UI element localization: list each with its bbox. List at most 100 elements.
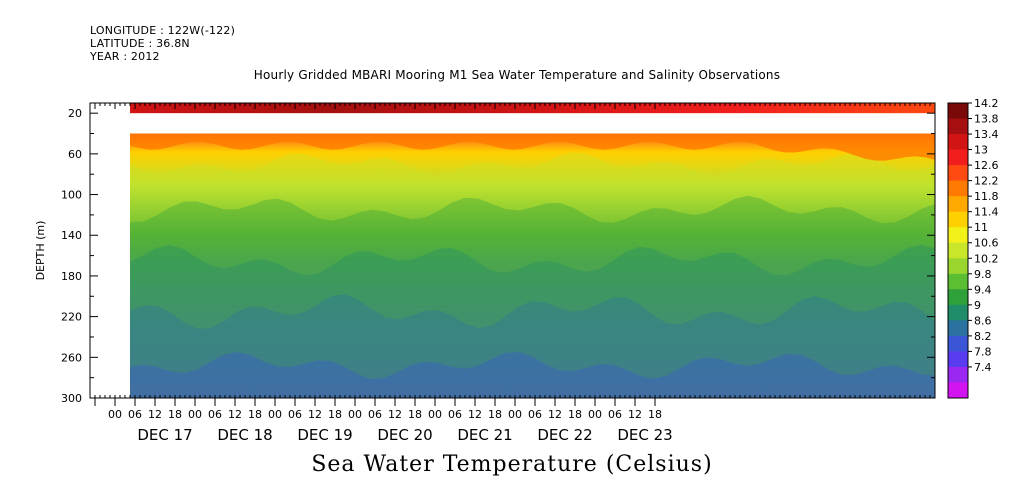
- x-hour-label: 00: [428, 408, 442, 421]
- x-hour-label: 18: [488, 408, 502, 421]
- chart-title: Hourly Gridded MBARI Mooring M1 Sea Wate…: [253, 68, 781, 82]
- colorbar-label: 11: [974, 221, 988, 234]
- x-hour-label: 12: [548, 408, 562, 421]
- x-day-label: DEC 22: [537, 426, 592, 444]
- colorbar-segment: [948, 118, 968, 135]
- colorbar-label: 10.6: [974, 237, 999, 250]
- colorbar-segment: [948, 289, 968, 306]
- colorbar-label: 13.4: [974, 128, 999, 141]
- x-hour-label: 00: [108, 408, 122, 421]
- x-hour-label: 12: [388, 408, 402, 421]
- isotherm-band: [130, 195, 935, 398]
- colorbar-label: 10.2: [974, 252, 999, 265]
- x-hour-label: 06: [528, 408, 542, 421]
- colorbar-label: 13.8: [974, 113, 999, 126]
- colorbar-segment: [948, 165, 968, 182]
- chart-caption: Sea Water Temperature (Celsius): [311, 452, 713, 477]
- colorbar-segment: [948, 366, 968, 383]
- colorbar-segment: [948, 180, 968, 197]
- colorbar-segment: [948, 335, 968, 352]
- x-day-label: DEC 18: [217, 426, 272, 444]
- colorbar-label: 9.8: [974, 268, 992, 281]
- x-hour-label: 06: [448, 408, 462, 421]
- x-hour-label: 06: [128, 408, 142, 421]
- y-tick-label: 220: [61, 311, 82, 324]
- x-hour-label: 06: [208, 408, 222, 421]
- plot-frame: [89, 102, 936, 399]
- colorbar-segment: [948, 242, 968, 259]
- colorbar-label: 11.4: [974, 206, 999, 219]
- colorbar-label: 14.2: [974, 97, 999, 110]
- x-day-label: DEC 21: [457, 426, 512, 444]
- y-tick-label: 260: [61, 351, 82, 364]
- colorbar-segment: [948, 211, 968, 228]
- x-hour-label: 00: [268, 408, 282, 421]
- isotherm-band: [130, 352, 935, 398]
- x-hour-label: 18: [568, 408, 582, 421]
- y-tick-label: 100: [61, 189, 82, 202]
- colorbar-label: 11.8: [974, 190, 999, 203]
- axes: 20 60 100 140 180 220 260 300 DEPTH (m) 00 06 12 18 0…: [34, 102, 936, 444]
- x-hour-label: 00: [508, 408, 522, 421]
- y-axis-label: DEPTH (m): [34, 221, 47, 281]
- x-hour-label: 06: [368, 408, 382, 421]
- colorbar-segment: [948, 273, 968, 290]
- x-hour-label: 18: [408, 408, 422, 421]
- colorbar-segment: [948, 134, 968, 151]
- x-hour-label: 00: [348, 408, 362, 421]
- colorbar-label: 9.4: [974, 283, 992, 296]
- x-hour-label: 18: [328, 408, 342, 421]
- colorbar-segment: [948, 382, 968, 399]
- warm-upper-layer: [130, 133, 935, 161]
- surface-temperature-band: [130, 103, 935, 114]
- y-tick-label: 300: [61, 392, 82, 405]
- x-hour-label: 12: [308, 408, 322, 421]
- colorbar-label: 7.8: [974, 345, 992, 358]
- latitude-label: LATITUDE : 36.8N: [90, 37, 190, 50]
- x-day-label: DEC 20: [377, 426, 432, 444]
- colorbar-label: 13: [974, 144, 988, 157]
- colorbar-segment: [948, 351, 968, 368]
- colorbar-label: 12.2: [974, 175, 999, 188]
- x-day-label: DEC 17: [137, 426, 192, 444]
- colorbar-segment: [948, 149, 968, 166]
- colorbar: 14.2 13.8 13.4 13 12.6 12.2 11.8 11.4 11 10.6 10.2…: [947, 97, 999, 399]
- y-tick-label: 140: [61, 229, 82, 242]
- x-hour-label: 18: [648, 408, 662, 421]
- x-hour-label: 06: [288, 408, 302, 421]
- colorbar-label: 7.4: [974, 361, 992, 374]
- x-hour-label: 12: [628, 408, 642, 421]
- isotherm-band: [130, 152, 935, 398]
- x-hour-label: 18: [168, 408, 182, 421]
- x-hour-label: 18: [248, 408, 262, 421]
- colorbar-segment: [948, 258, 968, 275]
- isotherm-band: [130, 294, 935, 398]
- colorbar-segment: [948, 103, 968, 120]
- x-hour-label: 12: [468, 408, 482, 421]
- colorbar-segment: [948, 227, 968, 244]
- colorbar-frame: [947, 102, 969, 399]
- year-label: YEAR : 2012: [90, 50, 160, 63]
- x-hour-label: 00: [588, 408, 602, 421]
- colorbar-segment: [948, 196, 968, 213]
- x-hour-label: 12: [148, 408, 162, 421]
- y-tick-label: 60: [68, 148, 82, 161]
- x-hour-label: 12: [228, 408, 242, 421]
- temperature-field: [130, 133, 935, 398]
- colorbar-label: 12.6: [974, 159, 999, 172]
- longitude-label: LONGITUDE : 122W(-122): [90, 24, 236, 37]
- plot-area: [90, 103, 935, 398]
- x-day-label: DEC 19: [297, 426, 352, 444]
- colorbar-label: 8.6: [974, 314, 992, 327]
- colorbar-segment: [948, 320, 968, 337]
- y-tick-label: 20: [68, 107, 82, 120]
- isotherm-band: [130, 244, 935, 398]
- y-tick-label: 180: [61, 270, 82, 283]
- x-hour-label: 06: [608, 408, 622, 421]
- x-day-label: DEC 23: [617, 426, 672, 444]
- colorbar-label: 8.2: [974, 330, 992, 343]
- colorbar-label: 9: [974, 299, 981, 312]
- x-hour-label: 00: [188, 408, 202, 421]
- colorbar-segment: [948, 304, 968, 321]
